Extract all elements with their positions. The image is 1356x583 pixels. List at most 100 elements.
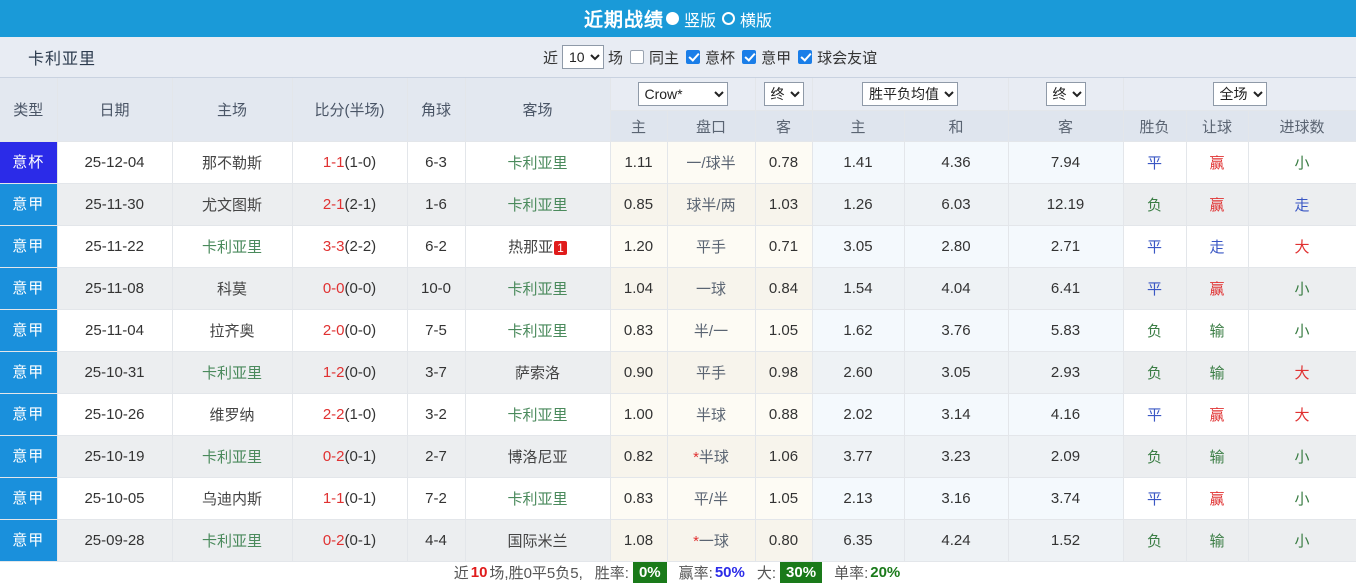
cell-eu-draw: 4.36 [904, 141, 1009, 184]
cell-eu-draw: 2.80 [904, 225, 1009, 268]
table-row[interactable]: 意甲 25-10-05 乌迪内斯 1-1(0-1) 7-2 卡利亚里 0.83 平/半 1.05… [0, 477, 1356, 520]
cell-result-wl: 负 [1123, 351, 1187, 394]
cell-result-handicap: 输 [1186, 309, 1249, 352]
cell-asia-line: 一球 [667, 267, 756, 310]
table-row[interactable]: 意甲 25-11-22 卡利亚里 3-3(2-2) 6-2 热那亚 1 1.20 平手 0.71 3… [0, 225, 1356, 268]
competition-badge[interactable]: 意甲 [0, 394, 56, 435]
cell-date: 25-10-31 [57, 351, 173, 394]
summary-win-rate-value: 0% [632, 562, 667, 583]
cell-eu-home: 1.41 [812, 141, 905, 184]
header-asia-away: 客 [755, 110, 813, 142]
red-card-mark: 1 [554, 241, 567, 256]
cell-score: 2-1(2-1) [292, 183, 408, 226]
checkbox-club-friendly[interactable] [798, 50, 813, 64]
cell-type: 意杯 [0, 141, 58, 184]
cell-eu-away: 4.16 [1008, 393, 1124, 436]
cell-eu-home: 3.05 [812, 225, 905, 268]
scope-select[interactable]: 全场半场 [1212, 82, 1267, 106]
table-row[interactable]: 意甲 25-11-04 拉齐奥 2-0(0-0) 7-5 卡利亚里 0.83 半/一 1.05 1… [0, 309, 1356, 352]
header-odds-phase-cell: 终初 [1008, 78, 1124, 111]
cell-away: 卡利亚里 [465, 309, 611, 352]
cell-eu-home: 2.13 [812, 477, 905, 520]
odds-phase-select[interactable]: 终初 [1045, 82, 1086, 106]
cell-type: 意甲 [0, 393, 58, 436]
competition-badge[interactable]: 意甲 [0, 268, 56, 309]
cell-eu-away: 12.19 [1008, 183, 1124, 226]
current-team-label: 卡利亚里 [28, 51, 97, 68]
competition-badge[interactable]: 意甲 [0, 310, 56, 351]
summary-match-count: 10 [470, 564, 488, 581]
cell-result-handicap: 输 [1186, 435, 1249, 478]
header-odds-type-cell: 胜平负均值欧赔 [812, 78, 1009, 111]
cell-away: 博洛尼亚 [465, 435, 611, 478]
recent-suffix-label: 场 [608, 49, 624, 67]
header-asia-home: 主 [610, 110, 668, 142]
competition-badge[interactable]: 意甲 [0, 184, 56, 225]
table-row[interactable]: 意甲 25-10-19 卡利亚里 0-2(0-1) 2-7 博洛尼亚 0.82 *半球 1.06… [0, 435, 1356, 478]
cell-date: 25-11-22 [57, 225, 173, 268]
cell-home: 维罗纳 [172, 393, 293, 436]
cell-result-handicap: 赢 [1186, 141, 1249, 184]
match-count-select[interactable]: 10 6 20 30 [562, 45, 605, 69]
cell-result-wl: 负 [1123, 435, 1187, 478]
header-result-goals: 进球数 [1248, 110, 1356, 142]
table-row[interactable]: 意甲 25-10-31 卡利亚里 1-2(0-0) 3-7 萨索洛 0.90 平手 0.98 2.… [0, 351, 1356, 394]
cell-eu-draw: 6.03 [904, 183, 1009, 226]
competition-badge[interactable]: 意甲 [0, 436, 56, 477]
cell-eu-home: 2.60 [812, 351, 905, 394]
cell-date: 25-10-05 [57, 477, 173, 520]
table-row[interactable]: 意甲 25-09-28 卡利亚里 0-2(0-1) 4-4 国际米兰 1.08 *一球 0.80… [0, 519, 1356, 562]
table-row[interactable]: 意甲 25-10-26 维罗纳 2-2(1-0) 3-2 卡利亚里 1.00 半球 0.88 2.… [0, 393, 1356, 436]
radio-option-horizontal[interactable]: 横版 [722, 7, 772, 31]
checkbox-same-home[interactable] [630, 50, 645, 64]
cell-asia-away: 0.98 [755, 351, 813, 394]
table-row[interactable]: 意甲 25-11-08 科莫 0-0(0-0) 10-0 卡利亚里 1.04 一球 0.84 1.… [0, 267, 1356, 310]
cell-asia-away: 1.05 [755, 309, 813, 352]
table-row[interactable]: 意甲 25-11-30 尤文图斯 2-1(2-1) 1-6 卡利亚里 0.85 球半/两 1.0… [0, 183, 1356, 226]
cell-type: 意甲 [0, 309, 58, 352]
cell-asia-line: 平/半 [667, 477, 756, 520]
cell-corner: 10-0 [407, 267, 466, 310]
summary-handicap-label: 赢率: [678, 565, 713, 582]
radio-option-vertical[interactable]: 竖版 [665, 7, 716, 31]
table-body: 意杯 25-12-04 那不勒斯 1-1(1-0) 6-3 卡利亚里 1.11 一/球半 0.7… [0, 141, 1356, 562]
cell-eu-home: 1.62 [812, 309, 905, 352]
checkbox-serie-a[interactable] [742, 50, 757, 64]
cell-result-wl: 平 [1123, 393, 1187, 436]
header-result-handicap: 让球 [1186, 110, 1249, 142]
cell-result-goals: 小 [1248, 267, 1356, 310]
competition-badge[interactable]: 意杯 [0, 142, 56, 183]
cell-date: 25-10-19 [57, 435, 173, 478]
cell-home: 卡利亚里 [172, 435, 293, 478]
cell-asia-away: 0.88 [755, 393, 813, 436]
summary-over-label: 大: [756, 565, 777, 582]
radio-dot-unselected-icon[interactable] [722, 12, 735, 25]
handicap-phase-select[interactable]: 终初 [763, 82, 804, 106]
competition-badge[interactable]: 意甲 [0, 352, 56, 393]
cell-eu-away: 2.71 [1008, 225, 1124, 268]
cell-home: 卡利亚里 [172, 225, 293, 268]
cell-away: 卡利亚里 [465, 393, 611, 436]
summary-bar: 近 10 场,胜0平5负5, 胜率: 0% 赢率: 50% 大: 30% 单率:… [0, 562, 1356, 583]
cell-type: 意甲 [0, 435, 58, 478]
cell-corner: 7-5 [407, 309, 466, 352]
summary-over-value: 30% [780, 562, 823, 583]
summary-record: 场,胜0平5负5, [489, 565, 583, 582]
bookmaker-select[interactable]: Crow*Bet365Macauslot [637, 82, 728, 106]
header-asia-line: 盘口 [667, 110, 756, 142]
cell-eu-away: 6.41 [1008, 267, 1124, 310]
checkbox-coppa-italia[interactable] [686, 50, 701, 64]
table-header-group-row: 类型 日期 主场 比分(半场) 角球 客场 Crow*Bet365Macausl… [0, 78, 1356, 142]
recent-prefix-label: 近 [543, 49, 559, 67]
radio-dot-selected-icon[interactable] [665, 12, 679, 25]
table-row[interactable]: 意杯 25-12-04 那不勒斯 1-1(1-0) 6-3 卡利亚里 1.11 一/球半 0.7… [0, 141, 1356, 184]
radio-label-vertical: 竖版 [683, 12, 716, 30]
competition-badge[interactable]: 意甲 [0, 478, 56, 519]
competition-badge[interactable]: 意甲 [0, 226, 56, 267]
cell-score: 2-0(0-0) [292, 309, 408, 352]
competition-badge[interactable]: 意甲 [0, 520, 56, 561]
cell-eu-away: 1.52 [1008, 519, 1124, 562]
cell-asia-line: 一/球半 [667, 141, 756, 184]
cell-date: 25-09-28 [57, 519, 173, 562]
odds-type-select[interactable]: 胜平负均值欧赔 [862, 82, 958, 106]
